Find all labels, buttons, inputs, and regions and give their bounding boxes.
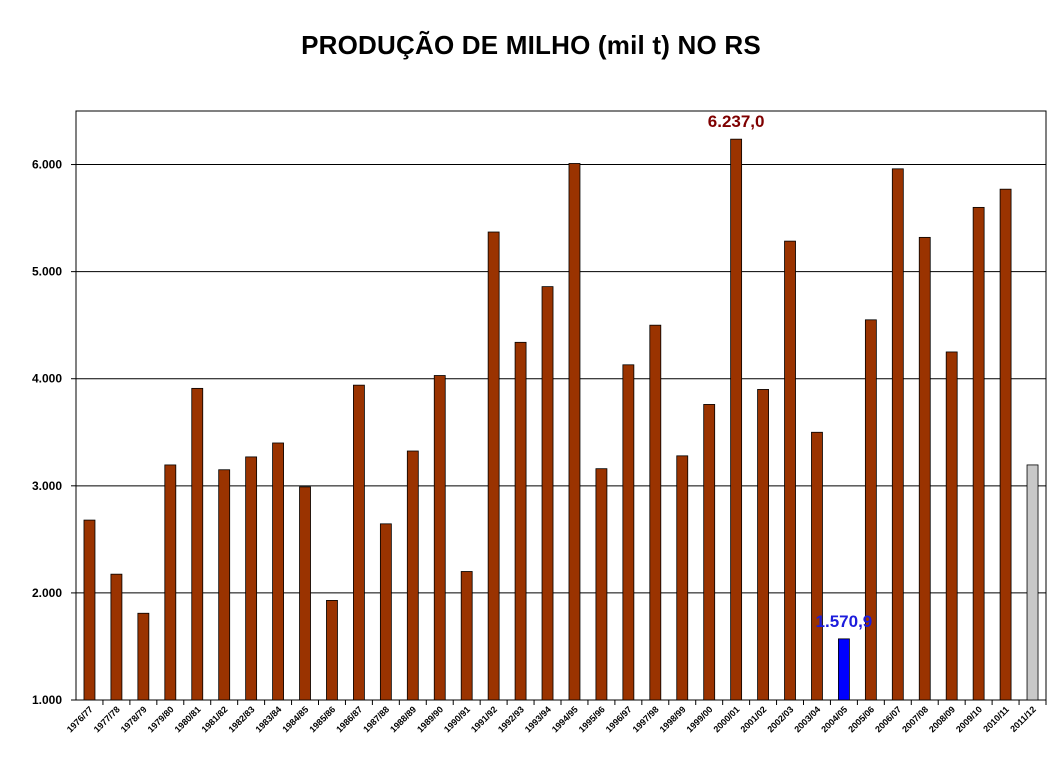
plot-area: [75, 110, 1047, 701]
bar: [945, 351, 958, 701]
x-tick-label: 2001/02: [738, 704, 768, 734]
bar: [757, 389, 769, 701]
x-tick-label: 1986/87: [334, 704, 364, 734]
bar: [541, 286, 554, 701]
y-tick-label: 1.000: [32, 693, 62, 707]
x-tick-label: 2011/12: [1008, 704, 1038, 734]
x-tick-label: 2005/06: [846, 704, 876, 734]
bar: [191, 387, 204, 701]
x-tick-label: 1980/81: [173, 704, 203, 734]
x-tick-label: 1990/91: [442, 704, 472, 734]
bar: [353, 384, 365, 701]
chart-title: PRODUÇÃO DE MILHO (mil t) NO RS: [301, 30, 761, 60]
x-tick-label: 1994/95: [550, 704, 580, 734]
bar: [110, 573, 123, 701]
x-tick-label: 1999/00: [685, 704, 715, 734]
y-tick-label: 6.000: [32, 158, 62, 172]
x-tick-label: 1995/96: [577, 704, 607, 734]
bar: [972, 206, 985, 701]
x-tick-label: 2009/10: [954, 704, 984, 734]
x-tick-label: 1976/77: [65, 704, 95, 734]
bar: [676, 455, 689, 701]
x-tick-label: 1987/88: [361, 704, 391, 734]
y-tick-label: 2.000: [32, 586, 62, 600]
x-tick-label: 1998/99: [658, 704, 688, 734]
x-tick-label: 1992/93: [496, 704, 526, 734]
x-tick-label: 1983/84: [253, 704, 283, 734]
bar: [999, 188, 1012, 701]
bar: [595, 468, 608, 701]
data-label: 1.570,9: [816, 612, 873, 631]
x-tick-label: 1997/98: [631, 704, 661, 734]
bar: [299, 486, 311, 701]
x-tick-label: 2004/05: [819, 704, 849, 734]
y-tick-label: 3.000: [32, 479, 62, 493]
bar: [487, 231, 500, 701]
bar: [1026, 464, 1039, 701]
x-tick-label: 1981/82: [200, 704, 230, 734]
bar: [622, 364, 635, 701]
bar: [137, 612, 150, 701]
bar: [568, 163, 581, 701]
bar: [245, 456, 258, 701]
bar: [379, 523, 392, 701]
x-tick-label: 1984/85: [280, 704, 310, 734]
bar: [730, 138, 743, 701]
bar: [918, 236, 931, 701]
bar: [164, 464, 177, 701]
x-tick-label: 2003/04: [792, 704, 822, 734]
bar: [703, 404, 716, 701]
x-tick-label: 2008/09: [927, 704, 957, 734]
x-tick-label: 2002/03: [765, 704, 795, 734]
x-tick-label: 1989/90: [415, 704, 445, 734]
bar: [891, 168, 904, 701]
x-tick-label: 1996/97: [604, 704, 634, 734]
bar: [433, 375, 446, 701]
bar: [784, 240, 796, 701]
bar: [460, 571, 473, 701]
x-tick-label: 2000/01: [711, 704, 741, 734]
x-tick-label: 1982/83: [226, 704, 256, 734]
bar: [864, 319, 877, 701]
bar: [272, 442, 284, 701]
x-tick-label: 1988/89: [388, 704, 418, 734]
x-tick-label: 1977/78: [92, 704, 122, 734]
bar: [218, 469, 231, 701]
y-tick-label: 5.000: [32, 265, 62, 279]
y-tick-label: 4.000: [32, 372, 62, 386]
bar: [649, 324, 662, 701]
x-tick-label: 1991/92: [469, 704, 499, 734]
x-tick-label: 2006/07: [873, 704, 903, 734]
x-tick-label: 2007/08: [900, 704, 930, 734]
bar: [811, 431, 823, 701]
x-tick-label: 1979/80: [146, 704, 176, 734]
bar: [83, 519, 96, 701]
x-tick-label: 1985/86: [307, 704, 337, 734]
x-tick-label: 2010/11: [981, 704, 1011, 734]
bar: [326, 600, 338, 701]
x-tick-label: 1978/79: [119, 704, 149, 734]
bar: [514, 341, 527, 701]
data-label: 6.237,0: [708, 112, 765, 131]
bar: [406, 450, 419, 701]
bar: [838, 638, 850, 701]
x-tick-label: 1993/94: [523, 704, 553, 734]
